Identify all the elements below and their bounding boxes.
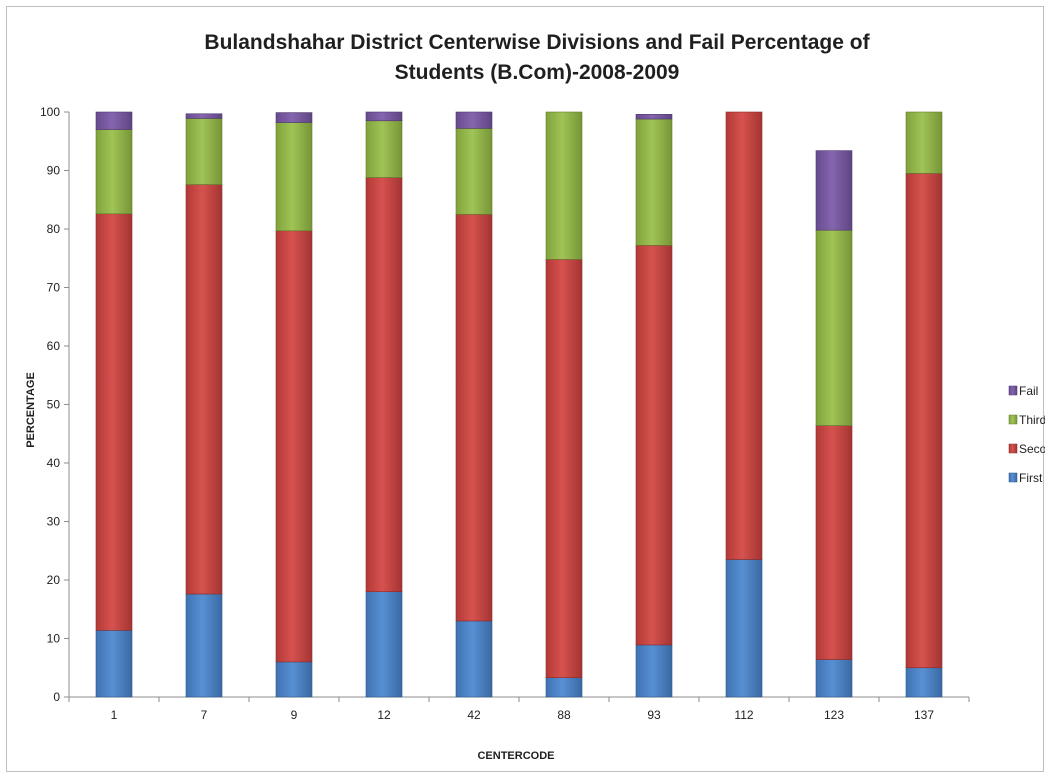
y-tick-label: 90 bbox=[47, 164, 61, 178]
x-tick-label: 88 bbox=[557, 708, 571, 722]
bar-segment-fail bbox=[275, 112, 313, 123]
y-tick-label: 0 bbox=[53, 690, 60, 704]
y-tick-label: 70 bbox=[47, 281, 61, 295]
legend-label-first: First bbox=[1019, 471, 1043, 485]
bar-segment-second bbox=[725, 111, 763, 560]
chart-title-line-1: Bulandshahar District Centerwise Divisio… bbox=[204, 31, 870, 54]
y-tick-label: 60 bbox=[47, 339, 61, 353]
bar-segment-first bbox=[275, 661, 313, 698]
bar-segment-second bbox=[455, 214, 493, 622]
y-axis-title: PERCENTAGE bbox=[25, 372, 37, 448]
x-tick-label: 9 bbox=[291, 708, 298, 722]
y-tick-label: 20 bbox=[47, 573, 61, 587]
bar-segment-first bbox=[905, 667, 943, 698]
bar-segment-second bbox=[275, 230, 313, 663]
bar-segment-second bbox=[545, 259, 583, 678]
bar-segment-first bbox=[725, 559, 763, 698]
bar-segment-fail bbox=[635, 114, 673, 120]
bar-segment-second bbox=[95, 213, 133, 631]
y-tick-label: 30 bbox=[47, 515, 61, 529]
x-axis-title: CENTERCODE bbox=[477, 750, 554, 762]
bar-segment-third bbox=[275, 122, 313, 232]
bar-segment-third bbox=[545, 111, 583, 260]
y-tick-label: 10 bbox=[47, 632, 61, 646]
legend-swatch-third bbox=[1008, 414, 1018, 425]
x-tick-label: 137 bbox=[914, 708, 934, 722]
x-tick-label: 123 bbox=[824, 708, 844, 722]
bar-segment-second bbox=[815, 425, 853, 660]
bar-segment-second bbox=[635, 245, 673, 646]
x-tick-label: 42 bbox=[467, 708, 481, 722]
tick-labels: 0 10 20 30 40 50 60 70 80 90 100 1 7 9 12 42 88 93 112 123 1… bbox=[40, 105, 934, 722]
bar-segment-fail bbox=[815, 150, 853, 231]
bar-segment-first bbox=[545, 677, 583, 698]
y-tick-label: 80 bbox=[47, 222, 61, 236]
y-tick-label: 40 bbox=[47, 456, 61, 470]
bar-segment-first bbox=[365, 591, 403, 698]
y-tick-label: 50 bbox=[47, 398, 61, 412]
bar-segment-third bbox=[185, 118, 223, 185]
bar-segment-third bbox=[95, 129, 133, 215]
legend: Fail Third Second First bbox=[1008, 384, 1045, 485]
bar-segment-third bbox=[455, 128, 493, 215]
bar-segment-first bbox=[95, 630, 133, 698]
bar-segment-third bbox=[365, 120, 403, 178]
legend-swatch-first bbox=[1008, 472, 1018, 483]
bar-segment-third bbox=[815, 229, 853, 426]
legend-swatch-second bbox=[1008, 443, 1018, 454]
x-tick-label: 93 bbox=[647, 708, 661, 722]
y-tick-label: 100 bbox=[40, 105, 60, 119]
bar-segment-second bbox=[905, 173, 943, 669]
chart-title-line-2: Students (B.Com)-2008-2009 bbox=[395, 61, 680, 84]
bar-segment-fail bbox=[455, 111, 493, 129]
bar-segment-fail bbox=[365, 111, 403, 122]
bar-segment-second bbox=[365, 177, 403, 592]
legend-label-fail: Fail bbox=[1019, 384, 1038, 398]
bar-segment-second bbox=[185, 184, 223, 595]
stacked-bar-chart: Bulandshahar District Centerwise Divisio… bbox=[25, 31, 1045, 762]
bar-segment-fail bbox=[95, 111, 133, 130]
x-tick-label: 112 bbox=[734, 708, 753, 722]
bars bbox=[95, 111, 943, 698]
x-tick-label: 1 bbox=[111, 708, 118, 722]
legend-label-third: Third bbox=[1019, 413, 1045, 427]
bar-segment-third bbox=[905, 111, 943, 174]
legend-label-second: Second bbox=[1019, 442, 1045, 456]
chart-area: Bulandshahar District Centerwise Divisio… bbox=[6, 6, 1045, 772]
bar-segment-fail bbox=[185, 113, 223, 119]
bar-segment-first bbox=[455, 620, 493, 698]
bar-segment-first bbox=[815, 659, 853, 698]
legend-swatch-fail bbox=[1008, 385, 1018, 396]
bar-segment-first bbox=[185, 593, 223, 698]
x-tick-label: 7 bbox=[201, 708, 208, 722]
bar-segment-third bbox=[635, 118, 673, 246]
x-tick-label: 12 bbox=[377, 708, 391, 722]
bar-segment-first bbox=[635, 644, 673, 698]
